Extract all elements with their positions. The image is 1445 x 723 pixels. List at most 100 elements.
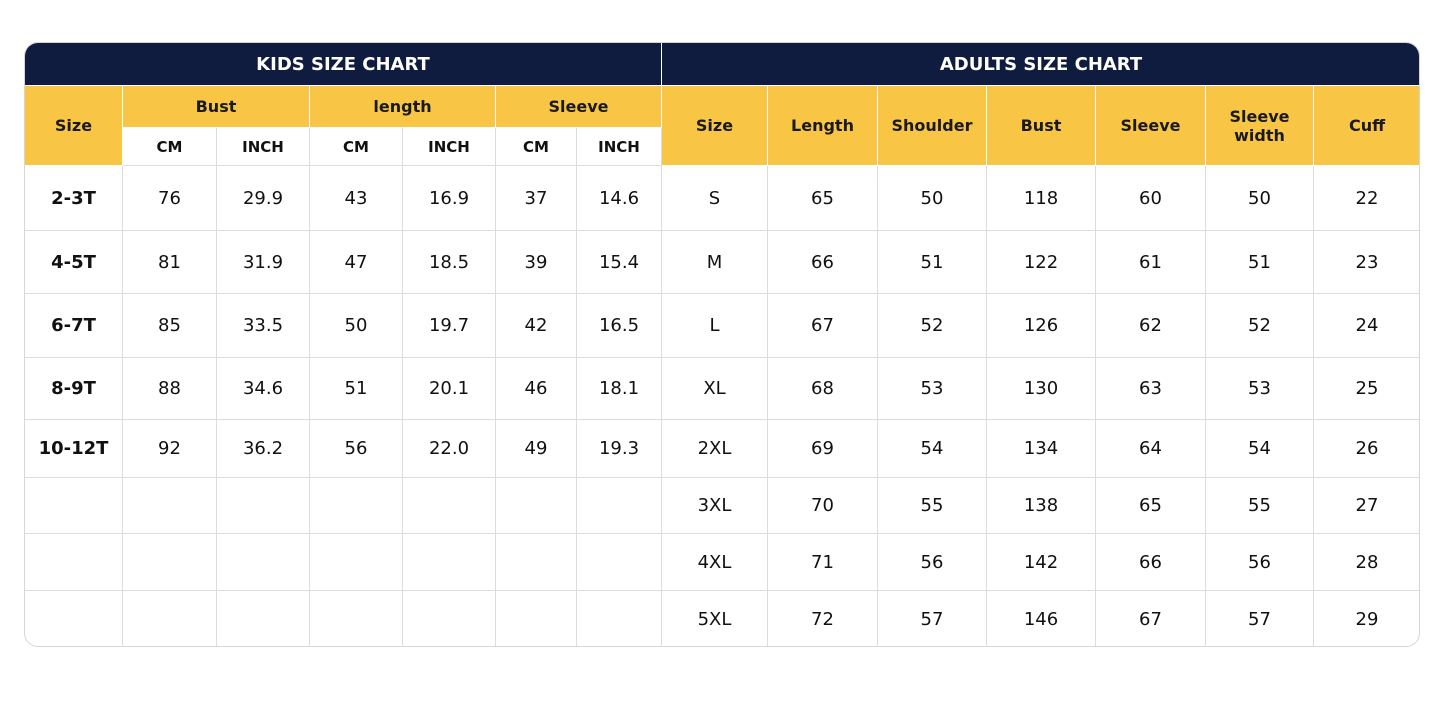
size-label: 4-5T <box>25 231 123 294</box>
cell: 29.9 <box>217 166 310 231</box>
cell: 56 <box>878 534 987 591</box>
cell: 55 <box>878 478 987 534</box>
cell: 18.1 <box>577 358 662 420</box>
empty-cell <box>217 591 310 646</box>
cell: 43 <box>310 166 403 231</box>
column-header: Shoulder <box>878 86 987 166</box>
cell: 122 <box>987 231 1096 294</box>
size-label: S <box>662 166 768 231</box>
group-header: Sleeve <box>496 86 662 128</box>
cell: 49 <box>496 420 577 478</box>
empty-cell <box>577 478 662 534</box>
empty-cell <box>403 534 496 591</box>
cell: 66 <box>768 231 878 294</box>
cell: 16.9 <box>403 166 496 231</box>
column-header: Size <box>25 86 123 166</box>
cell: 51 <box>1206 231 1314 294</box>
cell: 70 <box>768 478 878 534</box>
cell: 24 <box>1314 294 1419 358</box>
size-label: XL <box>662 358 768 420</box>
cell: 54 <box>878 420 987 478</box>
cell: 60 <box>1096 166 1206 231</box>
cell: 16.5 <box>577 294 662 358</box>
cell: 50 <box>1206 166 1314 231</box>
cell: 50 <box>878 166 987 231</box>
cell: 47 <box>310 231 403 294</box>
unit-header: INCH <box>403 128 496 166</box>
cell: 134 <box>987 420 1096 478</box>
cell: 50 <box>310 294 403 358</box>
cell: 27 <box>1314 478 1419 534</box>
cell: 88 <box>123 358 217 420</box>
cell: 39 <box>496 231 577 294</box>
empty-cell <box>577 534 662 591</box>
size-label: 8-9T <box>25 358 123 420</box>
size-label: L <box>662 294 768 358</box>
cell: 14.6 <box>577 166 662 231</box>
cell: 130 <box>987 358 1096 420</box>
cell: 51 <box>878 231 987 294</box>
cell: 56 <box>1206 534 1314 591</box>
cell: 54 <box>1206 420 1314 478</box>
cell: 57 <box>878 591 987 646</box>
cell: 66 <box>1096 534 1206 591</box>
empty-cell <box>496 591 577 646</box>
cell: 52 <box>1206 294 1314 358</box>
column-header: Size <box>662 86 768 166</box>
cell: 68 <box>768 358 878 420</box>
size-label: 6-7T <box>25 294 123 358</box>
cell: 64 <box>1096 420 1206 478</box>
cell: 81 <box>123 231 217 294</box>
cell: 31.9 <box>217 231 310 294</box>
cell: 65 <box>768 166 878 231</box>
empty-cell <box>310 591 403 646</box>
size-label: 2-3T <box>25 166 123 231</box>
cell: 19.3 <box>577 420 662 478</box>
cell: 138 <box>987 478 1096 534</box>
cell: 65 <box>1096 478 1206 534</box>
cell: 57 <box>1206 591 1314 646</box>
size-label: M <box>662 231 768 294</box>
cell: 72 <box>768 591 878 646</box>
empty-cell <box>496 478 577 534</box>
cell: 85 <box>123 294 217 358</box>
empty-cell <box>310 478 403 534</box>
cell: 23 <box>1314 231 1419 294</box>
empty-cell <box>403 478 496 534</box>
column-header: Length <box>768 86 878 166</box>
empty-cell <box>310 534 403 591</box>
empty-cell <box>496 534 577 591</box>
cell: 126 <box>987 294 1096 358</box>
size-label: 2XL <box>662 420 768 478</box>
cell: 71 <box>768 534 878 591</box>
column-header: Sleeve width <box>1206 86 1314 166</box>
cell: 62 <box>1096 294 1206 358</box>
empty-cell <box>123 478 217 534</box>
cell: 22 <box>1314 166 1419 231</box>
cell: 67 <box>1096 591 1206 646</box>
unit-header: CM <box>496 128 577 166</box>
empty-cell <box>577 591 662 646</box>
unit-header: INCH <box>577 128 662 166</box>
cell: 55 <box>1206 478 1314 534</box>
empty-cell <box>123 591 217 646</box>
cell: 36.2 <box>217 420 310 478</box>
column-header: Sleeve <box>1096 86 1206 166</box>
cell: 33.5 <box>217 294 310 358</box>
empty-cell <box>217 534 310 591</box>
group-header: length <box>310 86 496 128</box>
cell: 20.1 <box>403 358 496 420</box>
adults-title: ADULTS SIZE CHART <box>662 43 1419 86</box>
empty-cell <box>123 534 217 591</box>
empty-cell <box>403 591 496 646</box>
cell: 142 <box>987 534 1096 591</box>
unit-header: CM <box>123 128 217 166</box>
size-label: 3XL <box>662 478 768 534</box>
column-header: Cuff <box>1314 86 1419 166</box>
kids-title: KIDS SIZE CHART <box>25 43 662 86</box>
cell: 34.6 <box>217 358 310 420</box>
cell: 56 <box>310 420 403 478</box>
cell: 52 <box>878 294 987 358</box>
cell: 53 <box>1206 358 1314 420</box>
cell: 76 <box>123 166 217 231</box>
